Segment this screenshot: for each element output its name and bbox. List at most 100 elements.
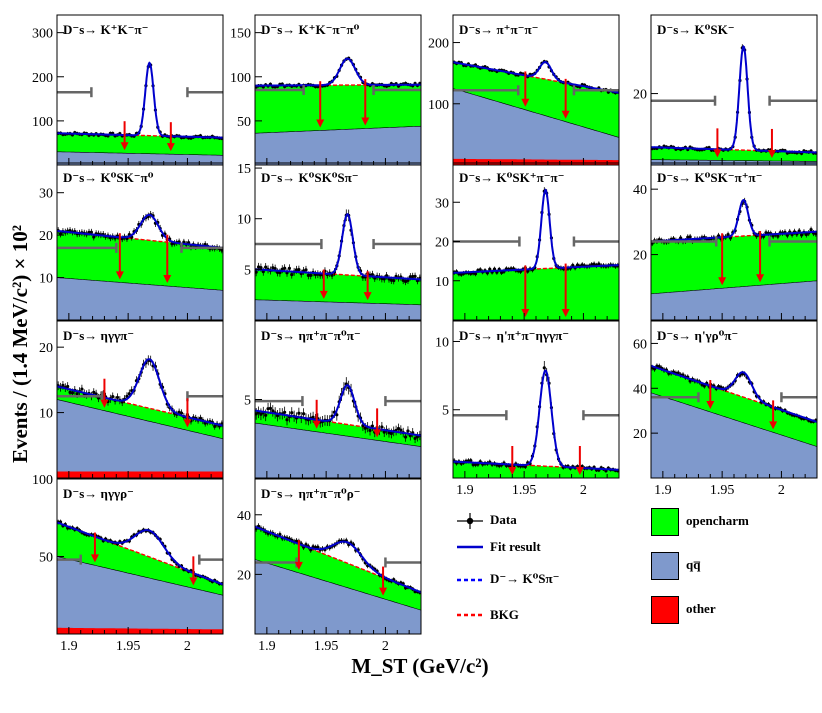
panel-14: 20 40 1.9 1.95 2 D⁻s→ ηπ⁺π⁻π⁰ρ⁻ [237,478,422,654]
x-tick-label: 1.9 [456,483,474,498]
fit-curve [255,525,421,594]
signal-window-arrowhead [521,309,530,317]
panel-11: 5 10 1.9 1.95 2 D⁻s→ η'π⁺π⁻ηγγπ⁻ [435,320,620,498]
y-tick-label: 20 [237,568,251,583]
data-point [478,268,482,272]
data-point [220,248,223,252]
y-tick-label: 100 [230,71,251,86]
legend-data-marker [457,513,483,529]
decay-label: D⁻s→ K⁰SK⁰Sπ⁻ [261,170,359,185]
data-point [297,268,301,272]
data-point [764,231,768,235]
qq-area [651,392,817,478]
qq-area [57,277,223,320]
opencharm-area [453,265,619,320]
data-point [399,428,403,432]
x-tick-label: 1.95 [116,639,141,654]
decay-label: D⁻s→ K⁺K⁻π⁻π⁰ [261,22,360,37]
signal-window-arrowhead [90,554,99,563]
data-point [89,230,93,234]
data-point [688,235,692,239]
x-axis-title: M_ST (GeV/c²) [351,654,489,678]
x-tick-label: 1.9 [258,639,276,654]
qq-area [57,556,223,634]
x-tick-label: 1.95 [512,483,537,498]
legend-bkg-line [457,613,483,617]
y-tick-label: 10 [435,275,449,290]
panel-8: 20 40 D⁻s→ K⁰SK⁻π⁺π⁻ [633,162,818,321]
signal-window-arrowhead [373,429,382,438]
panel-1: 100 200 300 D⁻s→ K⁺K⁻π⁻ [32,14,224,166]
signal-window-arrowhead [575,467,584,475]
signal-window-arrowhead [706,400,715,409]
data-point [471,463,475,467]
data-point [255,412,258,416]
legend-peaking-line [457,578,483,582]
signal-window-arrowhead [166,143,175,152]
x-tick-label: 2 [382,639,389,654]
y-tick-label: 200 [32,71,53,86]
data-point [297,411,301,415]
data-point [726,232,730,237]
decay-label: D⁻s→ K⁰SK⁻π⁺π⁻ [657,170,763,185]
panel-12: 20 40 60 1.9 1.95 2 D⁻s→ η'γρ⁰π⁻ [633,320,818,498]
signal-window-arrowhead [561,309,570,317]
y-tick-label: 10 [39,407,53,422]
qq-area [255,125,421,165]
data-point [111,394,115,399]
panel-5: 10 20 30 D⁻s→ K⁰SK⁻π⁰ [39,162,224,321]
y-axis-title: Events / (1.4 MeV/c²) × 10² [8,225,32,464]
data-point [306,273,310,277]
data-point [92,390,96,394]
y-tick-label: 20 [435,236,449,251]
panel-2: 50 100 150 D⁻s→ K⁺K⁻π⁻π⁰ [230,14,422,166]
data-point [389,431,393,436]
y-tick-label: 40 [633,183,647,198]
decay-label: D⁻s→ K⁰SK⁺π⁻π⁻ [459,170,565,185]
signal-window-arrowhead [189,577,198,586]
data-point [473,272,478,276]
x-tick-label: 1.95 [314,639,339,654]
data-point [809,228,813,232]
y-tick-label: 200 [428,37,449,52]
legend-fit-label: Fit result [490,539,541,554]
legend-bkg-label: BKG [490,607,519,622]
fit-curve [57,521,223,586]
legend-opencharm-swatch [651,508,679,536]
data-point [302,412,306,416]
data-point [273,267,277,271]
panel-3: 100 200 D⁻s→ π⁺π⁻π⁻ [428,14,620,166]
data-point [268,406,273,411]
y-tick-label: 100 [32,473,53,488]
data-point [61,383,65,387]
data-point [259,412,263,416]
signal-window-arrowhead [183,419,192,428]
decay-label: D⁻s→ K⁰SK⁻π⁰ [63,170,154,185]
decay-label: D⁻s→ η'π⁺π⁻ηγγπ⁻ [459,328,569,343]
data-point [179,411,184,415]
y-tick-label: 20 [39,341,53,356]
data-point [66,384,70,389]
data-point [469,458,473,463]
qq-area [57,151,223,165]
y-tick-label: 20 [39,229,53,244]
data-point [776,234,780,238]
signal-window-arrowhead [713,149,722,158]
fit-curve [57,358,223,427]
signal-window-arrowhead [361,117,370,126]
decay-label: D⁻s→ ηγγπ⁻ [63,328,134,343]
y-tick-label: 15 [237,162,251,177]
data-point [271,409,275,413]
y-tick-label: 300 [32,27,53,42]
data-point [392,278,396,283]
data-point [597,262,601,266]
signal-window-arrowhead [115,271,124,280]
fit-curve [651,364,817,423]
data-point [403,435,408,439]
fit-curve [651,44,817,154]
data-point [408,275,412,279]
signal-window-arrowhead [163,275,172,284]
data-point [492,267,497,271]
signal-window-arrowhead [756,274,765,283]
panel-frame [452,320,620,479]
